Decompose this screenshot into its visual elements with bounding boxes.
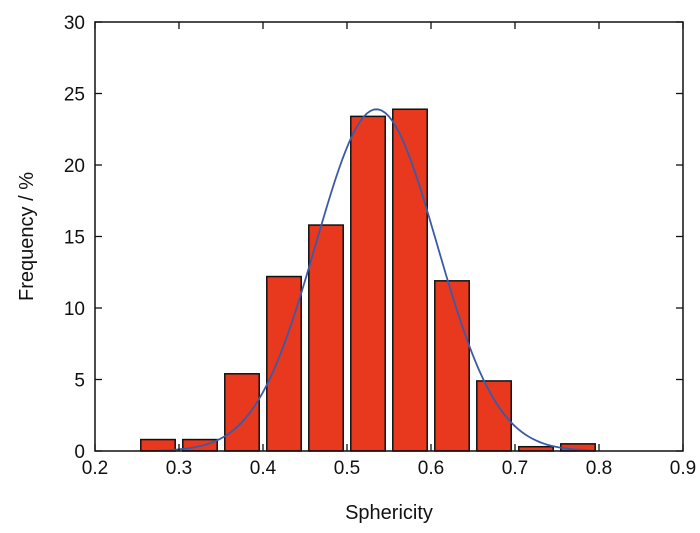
bar-6 (392, 108, 428, 452)
x-tick-label: 0.2 (82, 458, 108, 479)
x-axis-ticks: 0.2 0.3 0.4 0.5 0.6 0.7 0.8 0.9 (82, 22, 696, 479)
y-tick-label: 0 (74, 442, 85, 463)
fit-curve-layer (157, 108, 591, 452)
bar-7 (434, 280, 470, 452)
x-tick-label: 0.4 (250, 458, 277, 479)
bar-2 (224, 373, 260, 452)
gaussian-fit-curve (157, 108, 591, 452)
x-tick-label: 0.8 (586, 458, 612, 479)
y-tick-label: 20 (64, 156, 85, 177)
y-tick-label: 5 (74, 371, 85, 392)
y-tick-label: 10 (64, 299, 85, 320)
y-axis-title: Frequency / % (16, 172, 38, 301)
x-tick-label: 0.7 (502, 458, 528, 479)
x-tick-label: 0.6 (418, 458, 444, 479)
bar-4 (308, 224, 344, 452)
x-tick-label: 0.9 (670, 458, 696, 479)
x-tick-label: 0.3 (166, 458, 192, 479)
y-tick-label: 25 (64, 85, 85, 106)
bar-3 (266, 275, 302, 452)
bar-5 (350, 115, 386, 452)
y-tick-label: 30 (64, 13, 85, 34)
y-tick-label: 15 (64, 228, 85, 249)
x-axis-title: Sphericity (345, 502, 433, 524)
plot-frame (94, 21, 684, 452)
x-tick-label: 0.5 (334, 458, 360, 479)
bars-layer (140, 108, 596, 452)
y-axis-ticks: 0 5 10 15 20 25 30 (64, 13, 683, 463)
